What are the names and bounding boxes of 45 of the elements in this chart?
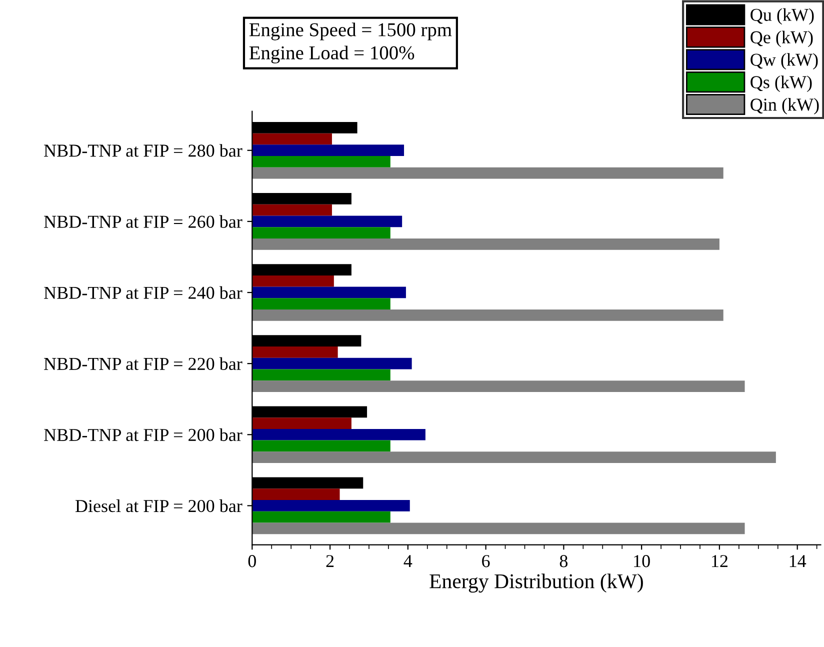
bar xyxy=(252,452,776,464)
bar xyxy=(252,522,745,534)
x-tick-label: 10 xyxy=(634,555,650,568)
bar xyxy=(252,369,390,381)
x-axis-title: Energy Distribution (kW) xyxy=(430,574,643,593)
x-tick-label: 0 xyxy=(248,555,256,568)
x-tick-label: 12 xyxy=(712,555,728,568)
bar xyxy=(252,216,402,228)
legend-label: Qin (kW) xyxy=(750,98,819,114)
y-tick-label: NBD-TNP at FIP = 280 bar xyxy=(44,144,242,157)
x-tick-label: 14 xyxy=(790,555,806,568)
y-tick-label: NBD-TNP at FIP = 240 bar xyxy=(44,286,242,299)
bar xyxy=(252,488,340,500)
legend-label: Qs (kW) xyxy=(750,76,812,92)
bar xyxy=(252,204,332,216)
legend-label: Qe (kW) xyxy=(750,30,813,48)
bar xyxy=(252,440,390,452)
legend-label: Qu (kW) xyxy=(750,8,814,25)
bar xyxy=(252,286,406,298)
x-tick-label: 8 xyxy=(560,555,568,568)
y-tick-label: NBD-TNP at FIP = 200 bar xyxy=(44,428,242,442)
bar xyxy=(252,133,332,145)
bar xyxy=(252,310,724,321)
bar xyxy=(252,144,404,156)
bar xyxy=(252,156,390,168)
bar xyxy=(252,275,334,287)
bar xyxy=(252,418,352,429)
bar xyxy=(252,511,390,523)
y-tick-label: NBD-TNP at FIP = 260 bar xyxy=(44,215,242,228)
x-tick-label: 6 xyxy=(482,555,490,568)
bar xyxy=(252,346,338,358)
bar xyxy=(252,167,724,179)
bar xyxy=(252,428,426,440)
bar xyxy=(252,298,390,310)
y-tick-label: NBD-TNP at FIP = 220 bar xyxy=(44,357,242,370)
y-tick-label: Diesel at FIP = 200 bar xyxy=(75,499,242,512)
x-tick-label: 4 xyxy=(404,555,412,568)
bar xyxy=(252,500,410,512)
legend-label: Qw (kW) xyxy=(750,53,818,70)
bar xyxy=(252,238,720,250)
bar xyxy=(252,358,412,370)
x-tick-label: 2 xyxy=(326,555,334,568)
bar xyxy=(252,227,390,238)
bar xyxy=(252,380,745,392)
text: Engine Speed = 1500 rpm Engine Load = 100% xyxy=(249,22,452,64)
